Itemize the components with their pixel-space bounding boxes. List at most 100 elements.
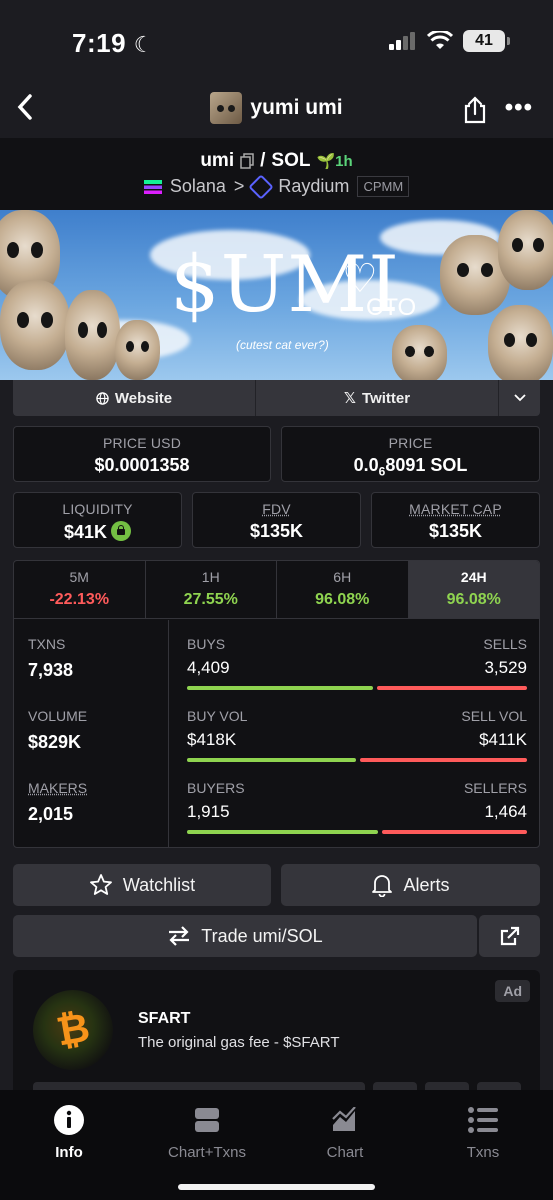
website-label: Website [114, 389, 173, 407]
chevron-right-icon: > [233, 176, 245, 196]
sprout-icon: 🌱 [316, 153, 336, 170]
price-usd-value: $0.0001358 [94, 455, 190, 475]
volume-split-row: BUY VOL SELL VOL $418K $411K [187, 708, 527, 762]
volume-stat: VOLUME $829K [28, 708, 87, 753]
txns-label: TXNS [28, 636, 66, 652]
ad-badge: Ad [495, 980, 530, 1002]
star-icon [89, 874, 112, 895]
globe-icon [96, 391, 109, 405]
volume-label: VOLUME [28, 708, 88, 724]
watchlist-button[interactable]: Watchlist [13, 864, 271, 906]
share-button[interactable] [463, 96, 487, 129]
banner-tag: CTO [366, 294, 417, 321]
liquidity-box: LIQUIDITY $41K [13, 492, 182, 548]
sellers-label: SELLERS [463, 780, 527, 796]
trade-button[interactable]: Trade umi/SOL [13, 915, 477, 957]
x-icon: 𝕏 [343, 390, 357, 407]
txns-stat: TXNS 7,938 [28, 636, 73, 681]
trade-label: Trade umi/SOL [201, 925, 323, 946]
raydium-icon [248, 173, 275, 200]
price-usd-label: PRICE USD [102, 435, 182, 451]
bottom-tab-bar: Info Chart+Txns Chart Txns [0, 1090, 553, 1200]
links-expand-button[interactable] [498, 380, 540, 416]
market-cap-label[interactable]: MARKET CAP [409, 501, 502, 517]
copy-icon[interactable] [240, 153, 254, 169]
pair-quote: SOL [271, 150, 311, 171]
buys-bar-fill [187, 686, 374, 690]
bitcoin-icon: ₿ [53, 1005, 93, 1055]
token-title: yumi umi [0, 92, 553, 124]
tab-chart[interactable]: Chart [285, 1104, 405, 1161]
buyers-bar-fill [187, 830, 378, 834]
ad-description: The original gas fee - $SFART [138, 1034, 340, 1051]
token-avatar [210, 92, 243, 124]
open-external-button[interactable] [479, 915, 540, 957]
lock-icon[interactable] [111, 521, 132, 541]
liquidity-label: LIQUIDITY [62, 501, 133, 517]
banner-title: $UMI [170, 240, 401, 330]
battery-indicator: 41 [463, 30, 510, 52]
market-cap-value: $135K [428, 521, 483, 541]
pair-header: umi / SOL 🌱1h Solana > Raydium CPMM [0, 138, 553, 210]
chart-icon [332, 1107, 356, 1131]
alerts-button[interactable]: Alerts [281, 864, 540, 906]
info-icon [54, 1105, 84, 1135]
token-banner-image [0, 210, 553, 380]
buyers-sellers-bar [187, 830, 527, 834]
tab-5m[interactable]: 5M -22.13% [14, 561, 145, 618]
pair-base: umi [200, 150, 235, 171]
ad-card[interactable]: Ad ₿ SFART The original gas fee - $SFART [13, 970, 540, 1102]
makers-label[interactable]: MAKERS [28, 780, 88, 796]
pair-separator: / [260, 150, 266, 171]
buys-sells-row: BUYS SELLS 4,409 3,529 [187, 636, 527, 690]
ad-logo: ₿ [33, 990, 113, 1070]
sells-bar-fill [377, 686, 527, 690]
tab-24h[interactable]: 24H 96.08% [407, 561, 539, 618]
tab-6h-label: 6H [333, 569, 352, 585]
nav-bar: yumi umi ••• [0, 80, 553, 138]
sell-vol-label: SELL VOL [461, 708, 527, 724]
tab-info[interactable]: Info [9, 1104, 129, 1161]
tab-24h-label: 24H [460, 569, 487, 585]
home-indicator [178, 1184, 375, 1190]
sells-label: SELLS [483, 636, 527, 652]
buyers-label: BUYERS [187, 780, 245, 796]
tab-6h-change: 96.08% [315, 591, 370, 608]
price-native-box: PRICE 0.068091 SOL [281, 426, 540, 482]
twitter-button[interactable]: 𝕏 Twitter [255, 380, 498, 416]
tab-6h[interactable]: 6H 96.08% [276, 561, 408, 618]
back-button[interactable] [14, 92, 36, 130]
buy-vol-value: $418K [187, 730, 237, 749]
tab-chart-label: Chart [326, 1144, 364, 1161]
tab-chart-txns[interactable]: Chart+Txns [147, 1104, 267, 1161]
website-button[interactable]: Website [13, 380, 255, 416]
chain-name[interactable]: Solana [169, 176, 226, 196]
makers-stat: MAKERS 2,015 [28, 780, 87, 825]
wifi-icon [427, 31, 453, 49]
ad-title: SFART [138, 1010, 191, 1027]
tab-chart-txns-label: Chart+Txns [168, 1144, 246, 1161]
makers-value: 2,015 [28, 804, 74, 824]
fdv-label[interactable]: FDV [262, 501, 291, 517]
social-links: Website 𝕏 Twitter [13, 380, 540, 416]
tab-txns-label: Txns [466, 1144, 500, 1161]
chevron-left-icon [17, 94, 32, 120]
tab-txns[interactable]: Txns [423, 1104, 543, 1161]
more-options-button[interactable]: ••• [504, 94, 533, 121]
sells-value: 3,529 [484, 658, 527, 677]
pool-type-badge: CPMM [357, 176, 410, 197]
swap-icon [169, 926, 190, 946]
split-icon [195, 1108, 219, 1132]
share-icon [464, 96, 486, 124]
stats-panel: 5M -22.13% 1H 27.55% 6H 96.08% 24H 96.08… [13, 560, 540, 848]
list-icon [468, 1107, 498, 1133]
price-native-label: PRICE [388, 435, 433, 451]
timeframe-tabs: 5M -22.13% 1H 27.55% 6H 96.08% 24H 96.08… [14, 561, 539, 619]
buy-vol-bar-fill [187, 758, 357, 762]
fdv-box: FDV $135K [192, 492, 361, 548]
volume-split-bar [187, 758, 527, 762]
heart-icon: ♡ [342, 257, 378, 301]
status-bar: 7:19 ☾ 41 [0, 0, 553, 80]
dex-name[interactable]: Raydium [278, 176, 350, 196]
tab-1h[interactable]: 1H 27.55% [144, 561, 277, 618]
